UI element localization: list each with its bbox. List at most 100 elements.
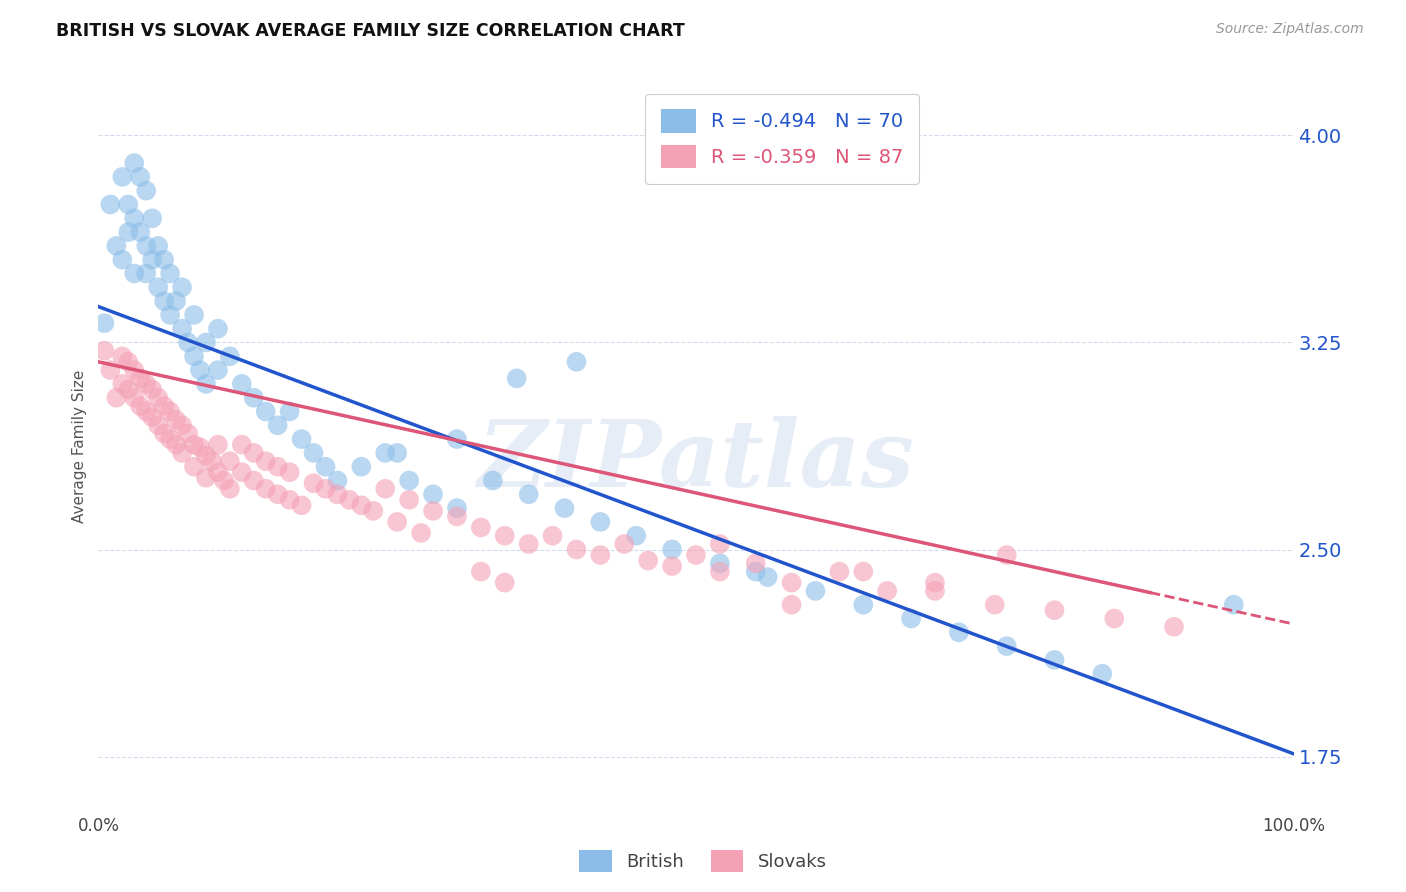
Point <box>374 482 396 496</box>
Point <box>207 321 229 335</box>
Point <box>159 267 181 281</box>
Point <box>231 437 253 451</box>
Point <box>613 537 636 551</box>
Point <box>398 474 420 488</box>
Point <box>111 376 134 391</box>
Point <box>219 482 242 496</box>
Point <box>194 376 217 391</box>
Point <box>254 404 277 418</box>
Point <box>661 559 683 574</box>
Point <box>141 211 163 226</box>
Point <box>148 418 170 433</box>
Point <box>780 575 803 590</box>
Point <box>948 625 970 640</box>
Point <box>231 465 253 479</box>
Point <box>194 335 217 350</box>
Legend: R = -0.494   N = 70, R = -0.359   N = 87: R = -0.494 N = 70, R = -0.359 N = 87 <box>645 94 920 184</box>
Point <box>183 437 205 451</box>
Text: ZIPatlas: ZIPatlas <box>478 416 914 506</box>
Point <box>494 529 516 543</box>
Point <box>129 371 152 385</box>
Point <box>194 471 217 485</box>
Legend: British, Slovaks: British, Slovaks <box>579 850 827 871</box>
Point <box>290 432 312 446</box>
Point <box>1163 620 1185 634</box>
Point <box>93 316 115 330</box>
Point <box>165 294 187 309</box>
Point <box>183 308 205 322</box>
Point <box>219 454 242 468</box>
Point <box>278 492 301 507</box>
Point <box>278 404 301 418</box>
Point <box>315 459 337 474</box>
Point <box>506 371 529 385</box>
Point <box>219 349 242 363</box>
Point <box>207 363 229 377</box>
Point <box>243 391 266 405</box>
Point <box>159 308 181 322</box>
Point <box>924 583 946 598</box>
Point <box>172 446 194 460</box>
Point <box>302 476 325 491</box>
Point <box>124 156 146 170</box>
Point <box>135 184 157 198</box>
Point <box>589 515 612 529</box>
Point <box>188 441 211 455</box>
Point <box>494 575 516 590</box>
Point <box>852 598 875 612</box>
Point <box>111 169 134 184</box>
Point <box>685 548 707 562</box>
Point <box>117 355 139 369</box>
Point <box>541 529 564 543</box>
Point <box>135 267 157 281</box>
Point <box>326 487 349 501</box>
Point <box>709 565 731 579</box>
Point <box>93 343 115 358</box>
Point <box>876 583 898 598</box>
Point <box>129 225 152 239</box>
Point <box>148 391 170 405</box>
Point <box>565 542 588 557</box>
Point <box>117 225 139 239</box>
Point <box>183 349 205 363</box>
Point <box>517 487 540 501</box>
Point <box>517 537 540 551</box>
Point <box>153 294 176 309</box>
Point <box>183 459 205 474</box>
Point <box>124 363 146 377</box>
Point <box>267 459 290 474</box>
Point <box>141 252 163 267</box>
Point <box>470 520 492 534</box>
Point <box>290 499 312 513</box>
Point <box>141 383 163 397</box>
Point <box>326 474 349 488</box>
Point <box>745 557 768 571</box>
Point <box>446 509 468 524</box>
Point <box>350 459 373 474</box>
Point <box>589 548 612 562</box>
Point <box>804 583 827 598</box>
Point <box>374 446 396 460</box>
Point <box>124 267 146 281</box>
Point <box>709 537 731 551</box>
Point <box>900 611 922 625</box>
Point <box>267 418 290 433</box>
Point <box>207 437 229 451</box>
Point <box>159 432 181 446</box>
Text: Source: ZipAtlas.com: Source: ZipAtlas.com <box>1216 22 1364 37</box>
Point <box>98 197 122 211</box>
Point <box>756 570 779 584</box>
Point <box>745 565 768 579</box>
Point <box>177 335 200 350</box>
Point <box>1091 666 1114 681</box>
Point <box>111 349 134 363</box>
Point <box>350 499 373 513</box>
Point <box>385 446 409 460</box>
Point <box>983 598 1005 612</box>
Point <box>111 252 134 267</box>
Point <box>153 399 176 413</box>
Point <box>159 404 181 418</box>
Point <box>212 474 235 488</box>
Point <box>385 515 409 529</box>
Point <box>446 432 468 446</box>
